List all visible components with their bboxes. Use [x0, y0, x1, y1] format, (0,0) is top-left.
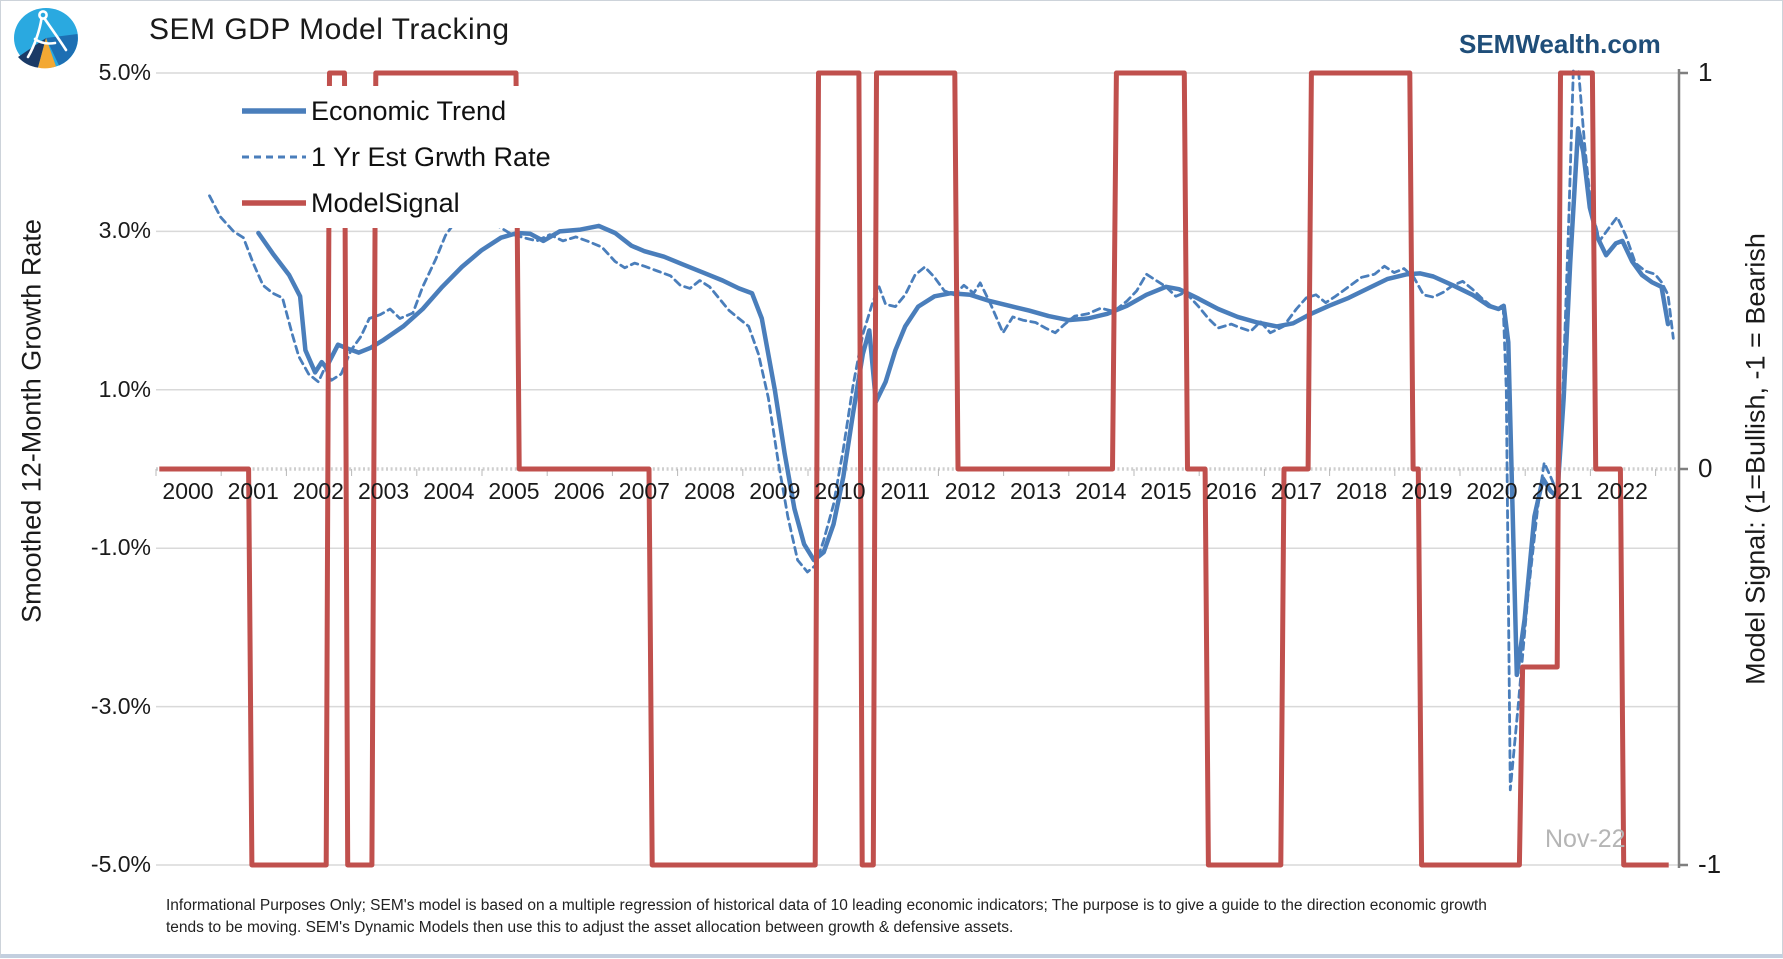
- x-tick-label: 2016: [1205, 478, 1257, 504]
- left-tick-label: -1.0%: [90, 534, 151, 561]
- solid-line-swatch-icon: [242, 108, 306, 114]
- right-tick-label: 0: [1698, 453, 1713, 483]
- x-tick-label: 2014: [1075, 478, 1127, 504]
- x-tick-label: 2003: [358, 478, 410, 504]
- solid-line-swatch-icon: [242, 200, 306, 206]
- left-tick-label: -5.0%: [90, 851, 151, 877]
- x-tick-label: 2007: [618, 478, 670, 504]
- x-tick-label: 2005: [488, 478, 540, 504]
- legend-item: ModelSignal: [242, 180, 551, 226]
- chart-legend: Economic Trend 1 Yr Est Grwth Rate ModelSi…: [240, 86, 561, 228]
- legend-label: 1 Yr Est Grwth Rate: [311, 141, 551, 172]
- disclaimer-text: Informational Purposes Only; SEM's model…: [166, 895, 1496, 939]
- x-tick-label: 2017: [1270, 478, 1322, 504]
- x-tick-label: 2004: [423, 478, 475, 504]
- x-tick-label: 2022: [1596, 478, 1648, 504]
- sem-logo-icon: [14, 8, 78, 69]
- legend-label: Economic Trend: [311, 95, 507, 126]
- series-economic-trend: [256, 126, 1671, 678]
- left-tick-label: -3.0%: [90, 692, 151, 719]
- right-tick-label: -1: [1698, 849, 1722, 879]
- x-tick-label: 2019: [1401, 478, 1453, 504]
- x-tick-label: 2002: [292, 478, 344, 504]
- legend-item: Economic Trend: [242, 88, 551, 134]
- disclaimer-line-1: Informational Purposes Only; SEM's model…: [166, 897, 1487, 914]
- x-tick-label: 2012: [944, 478, 996, 504]
- x-tick-label: 2021: [1531, 478, 1583, 504]
- left-tick-label: 1.0%: [98, 375, 151, 402]
- left-tick-label: 3.0%: [98, 217, 151, 244]
- x-tick-label: 2020: [1466, 478, 1518, 504]
- as-of-date-label: Nov-22: [1545, 825, 1626, 853]
- website-link[interactable]: SEMWealth.com: [1459, 29, 1661, 59]
- series-modelsignal: [159, 70, 1669, 868]
- x-tick-label: 2018: [1336, 478, 1388, 504]
- x-tick-label: 2008: [684, 478, 736, 504]
- x-tick-label: 2010: [814, 478, 866, 504]
- legend-item: 1 Yr Est Grwth Rate: [242, 134, 551, 180]
- x-tick-label: 2000: [162, 478, 214, 504]
- disclaimer-line-2: tends to be moving. SEM's Dynamic Models…: [166, 919, 1014, 936]
- x-tick-label: 2001: [227, 478, 279, 504]
- x-tick-label: 2006: [553, 478, 605, 504]
- legend-label: ModelSignal: [311, 187, 460, 218]
- x-tick-label: 2013: [1010, 478, 1062, 504]
- left-tick-label: 5.0%: [98, 59, 151, 85]
- x-tick-label: 2011: [880, 478, 930, 504]
- x-tick-label: 2009: [749, 478, 801, 504]
- page-title: SEM GDP Model Tracking: [149, 13, 510, 46]
- right-tick-label: 1: [1698, 57, 1713, 87]
- x-tick-label: 2015: [1140, 478, 1192, 504]
- dashed-line-swatch-icon: [242, 155, 306, 159]
